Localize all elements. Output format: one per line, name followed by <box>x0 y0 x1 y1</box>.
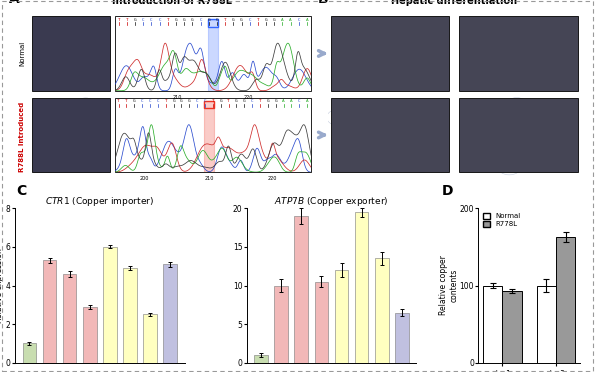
Text: Introduction of R788L: Introduction of R788L <box>112 0 232 6</box>
Bar <box>483 285 502 363</box>
Bar <box>43 260 57 363</box>
FancyBboxPatch shape <box>459 16 578 91</box>
FancyBboxPatch shape <box>331 97 449 172</box>
Text: A: A <box>9 0 20 6</box>
Bar <box>355 212 368 363</box>
Bar <box>315 282 328 363</box>
Y-axis label: Relative copper
contents: Relative copper contents <box>439 256 458 315</box>
Bar <box>123 268 137 363</box>
Bar <box>334 270 348 363</box>
Bar <box>63 274 77 363</box>
FancyBboxPatch shape <box>459 97 578 172</box>
Text: Normal: Normal <box>20 41 26 66</box>
Text: B: B <box>318 0 329 6</box>
Title: $\it{CTR1}$ (Copper importer): $\it{CTR1}$ (Copper importer) <box>45 195 154 208</box>
Bar <box>143 314 157 363</box>
Text: D: D <box>441 184 453 198</box>
FancyBboxPatch shape <box>115 16 311 91</box>
Bar <box>556 237 575 363</box>
Text: Hepatic differentiation: Hepatic differentiation <box>391 0 517 6</box>
Text: C: C <box>17 184 27 198</box>
Bar <box>103 247 117 363</box>
FancyBboxPatch shape <box>32 97 110 172</box>
Bar <box>537 285 556 363</box>
Bar <box>274 285 288 363</box>
Legend: Normal, R778L: Normal, R778L <box>482 212 522 228</box>
Title: $\it{ATP7B}$ (Copper exporter): $\it{ATP7B}$ (Copper exporter) <box>274 195 389 208</box>
Bar <box>295 216 308 363</box>
FancyBboxPatch shape <box>32 16 110 91</box>
Bar <box>395 312 409 363</box>
Bar <box>23 343 36 363</box>
Bar <box>254 355 268 363</box>
Bar <box>375 259 389 363</box>
FancyBboxPatch shape <box>115 97 311 172</box>
Bar <box>502 291 522 363</box>
Text: R788L Introduced: R788L Introduced <box>20 102 26 172</box>
Y-axis label: Relative expression: Relative expression <box>0 248 4 323</box>
FancyBboxPatch shape <box>331 16 449 91</box>
Bar <box>164 264 177 363</box>
Bar <box>83 307 96 363</box>
